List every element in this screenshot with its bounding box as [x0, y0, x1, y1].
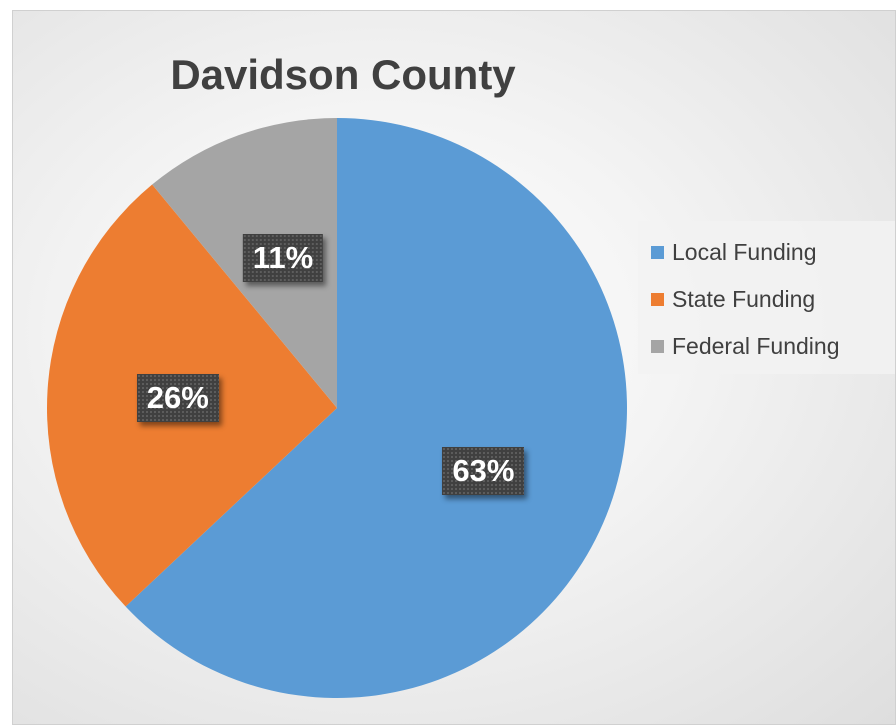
pie-slice-local-funding	[125, 118, 628, 698]
chart-title: Davidson County	[170, 51, 516, 98]
legend-label-local-funding: Local Funding	[672, 238, 817, 265]
legend-swatch-local-funding	[651, 245, 664, 259]
data-label-state-funding: 26%	[136, 373, 219, 422]
legend-swatch-state-funding	[651, 292, 664, 306]
legend: Local Funding State Funding Federal Fund…	[638, 221, 895, 374]
legend-item-state-funding: State Funding	[651, 284, 815, 314]
legend-label-state-funding: State Funding	[672, 285, 816, 312]
legend-item-federal-funding: Federal Funding	[651, 331, 840, 361]
legend-swatch-federal-funding	[651, 339, 664, 353]
data-label-federal-funding: 11%	[242, 233, 324, 282]
chart-area: Davidson County 63% 26% 11% Local Funding …	[12, 10, 896, 725]
legend-item-local-funding: Local Funding	[651, 237, 817, 267]
data-label-local-funding: 63%	[442, 447, 525, 496]
legend-label-federal-funding: Federal Funding	[672, 332, 840, 359]
